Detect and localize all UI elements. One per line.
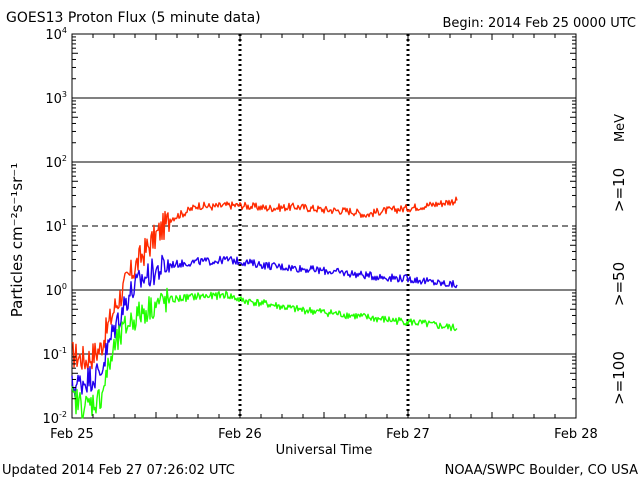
x-tick-label: Feb 27: [386, 427, 430, 442]
chart-title: GOES13 Proton Flux (5 minute data): [6, 10, 261, 26]
y-tick-label: 10-1: [42, 346, 67, 363]
updated-time: Updated 2014 Feb 27 07:26:02 UTC: [2, 463, 235, 478]
y-tick-label: 102: [45, 154, 67, 171]
x-axis-label: Universal Time: [276, 443, 373, 458]
y-tick-label: 101: [45, 218, 67, 235]
x-tick-label: Feb 25: [50, 427, 94, 442]
x-tick-label: Feb 28: [554, 427, 598, 442]
credit-text: NOAA/SWPC Boulder, CO USA: [445, 463, 638, 478]
legend: MeV >=10 >=50 >=100: [610, 114, 628, 405]
y-tick-label: 104: [45, 26, 67, 43]
legend-ge100: >=100: [610, 351, 628, 405]
y-tick-label: 103: [45, 90, 67, 107]
legend-ge10: >=10: [610, 168, 628, 212]
series-layer: [71, 196, 458, 419]
series-line-ge50: [71, 254, 458, 398]
y-tick-label: 10-2: [42, 410, 67, 427]
x-tick-label: Feb 26: [218, 427, 262, 442]
grid-layer: [72, 34, 576, 418]
tick-layer: 10-2 10-1 100 101 102 103 104 Feb 25 Feb 26 Feb 2…: [42, 26, 597, 442]
y-axis-label: Particles cm⁻²s⁻¹sr⁻¹: [8, 163, 26, 317]
series-line-ge100: [71, 287, 458, 419]
begin-time: Begin: 2014 Feb 25 0000 UTC: [442, 16, 636, 31]
legend-ge50: >=50: [610, 262, 628, 306]
legend-unit: MeV: [613, 114, 628, 142]
series-line-ge10: [71, 196, 458, 371]
y-tick-label: 100: [45, 282, 67, 299]
